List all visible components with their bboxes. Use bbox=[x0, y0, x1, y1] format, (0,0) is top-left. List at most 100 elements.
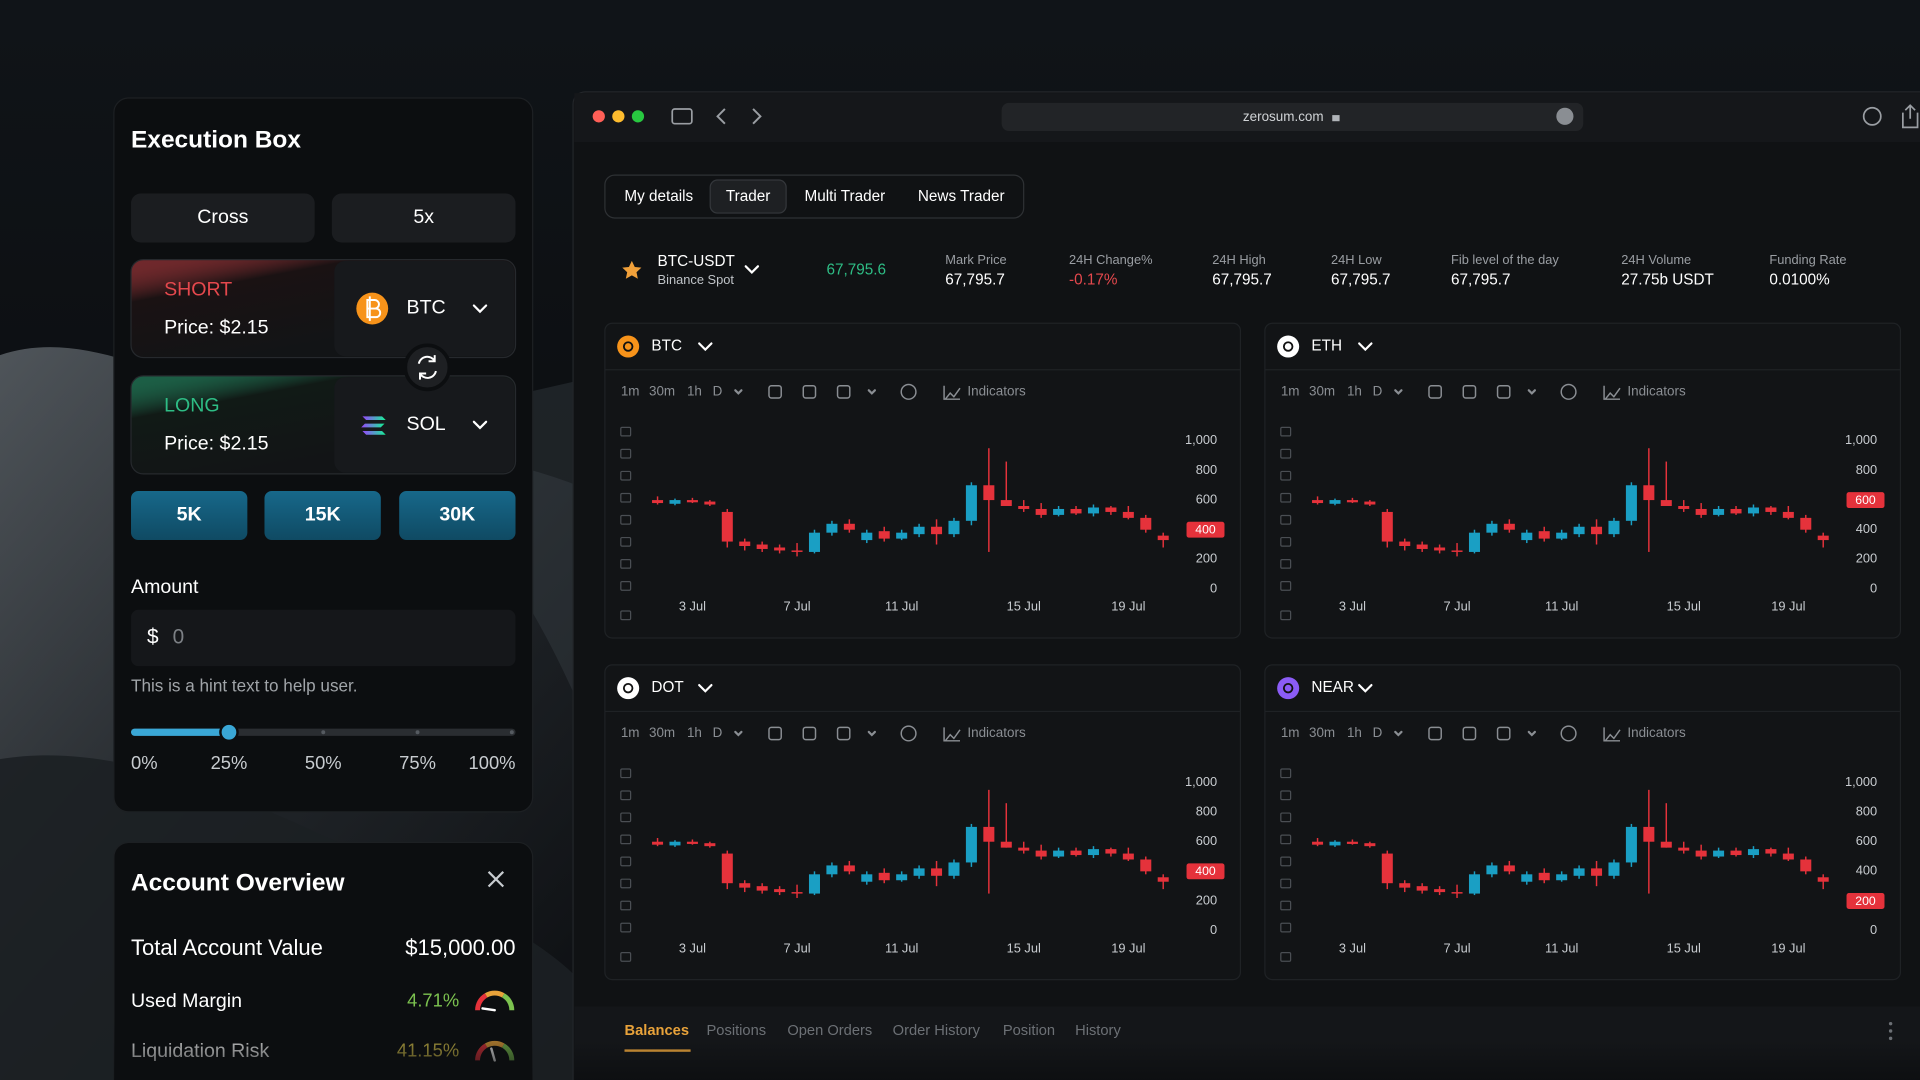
share-icon[interactable] bbox=[1902, 104, 1919, 129]
drawing-tool[interactable] bbox=[1280, 536, 1292, 547]
tab-label[interactable]: News Trader bbox=[918, 188, 1005, 205]
drawing-tool[interactable] bbox=[1280, 856, 1292, 867]
tab-label[interactable]: Trader bbox=[726, 188, 771, 205]
timeframe-button[interactable]: D bbox=[1373, 383, 1383, 398]
url-bar[interactable] bbox=[1001, 102, 1584, 132]
timeframe-button[interactable]: 1h bbox=[1347, 383, 1362, 398]
tool-icon[interactable] bbox=[1428, 726, 1442, 741]
bottom-tab[interactable]: Balances bbox=[624, 1023, 689, 1039]
drawing-tool[interactable] bbox=[620, 536, 632, 547]
add-icon[interactable] bbox=[1560, 725, 1577, 742]
more-icon[interactable] bbox=[1556, 107, 1574, 125]
preset-label[interactable]: 30K bbox=[439, 504, 475, 526]
drawing-tool[interactable] bbox=[620, 426, 632, 437]
tool-icon[interactable] bbox=[1462, 384, 1477, 399]
bottom-tab[interactable]: Position bbox=[1003, 1023, 1055, 1039]
tool-icon[interactable] bbox=[836, 726, 851, 741]
drawing-tool[interactable] bbox=[620, 492, 632, 503]
drawing-tool[interactable] bbox=[620, 812, 632, 823]
drawing-tool[interactable] bbox=[1280, 768, 1292, 779]
drawing-tool[interactable] bbox=[1280, 790, 1292, 801]
tool-icon[interactable] bbox=[1496, 726, 1511, 741]
drawing-tool[interactable] bbox=[620, 856, 632, 867]
tool-icon[interactable] bbox=[802, 384, 817, 399]
window-control[interactable] bbox=[592, 110, 605, 123]
toggle-label[interactable]: 5x bbox=[413, 206, 434, 228]
drawing-tool[interactable] bbox=[620, 790, 632, 801]
preset-button[interactable] bbox=[264, 491, 381, 540]
tab-label[interactable]: Multi Trader bbox=[805, 188, 886, 205]
drawing-tool[interactable] bbox=[620, 581, 632, 591]
window-control[interactable] bbox=[631, 110, 645, 123]
toggle-button[interactable] bbox=[331, 193, 516, 243]
bottom-tab[interactable]: Order History bbox=[893, 1023, 981, 1039]
timeframe-button[interactable]: 30m bbox=[649, 725, 675, 740]
tool-icon[interactable] bbox=[768, 384, 782, 399]
bottom-tab[interactable]: Positions bbox=[707, 1023, 767, 1039]
timeframe-button[interactable]: 1m bbox=[1281, 725, 1300, 740]
asset-name[interactable]: ETH bbox=[1311, 338, 1342, 355]
drawing-tool[interactable] bbox=[1280, 492, 1292, 503]
asset-selector[interactable] bbox=[334, 377, 515, 473]
timeframe-button[interactable]: 1h bbox=[1347, 725, 1362, 740]
bottom-tab[interactable]: Open Orders bbox=[787, 1023, 872, 1039]
add-icon[interactable] bbox=[1560, 383, 1577, 400]
tool-icon[interactable] bbox=[802, 726, 817, 741]
drawing-tool[interactable] bbox=[620, 768, 632, 779]
indicators-button[interactable]: Indicators bbox=[967, 383, 1026, 398]
favorite-star[interactable] bbox=[622, 260, 642, 279]
drawing-tool[interactable] bbox=[1280, 834, 1292, 845]
asset-selector[interactable] bbox=[334, 260, 515, 357]
timeframe-button[interactable]: 1m bbox=[621, 725, 640, 740]
timeframe-button[interactable]: 1m bbox=[621, 383, 640, 398]
timeframe-button[interactable]: 1h bbox=[687, 383, 702, 398]
preset-button[interactable] bbox=[399, 491, 516, 540]
timeframe-button[interactable]: D bbox=[713, 725, 723, 740]
swap-button[interactable] bbox=[403, 343, 452, 392]
drawing-tool[interactable] bbox=[620, 610, 632, 621]
amount-input[interactable] bbox=[131, 609, 516, 667]
close-icon[interactable] bbox=[487, 871, 505, 888]
asset-name[interactable]: BTC bbox=[407, 297, 446, 319]
drawing-tool[interactable] bbox=[620, 834, 632, 845]
timeframe-button[interactable]: 30m bbox=[649, 383, 675, 398]
drawing-tool[interactable] bbox=[620, 470, 632, 481]
indicators-button[interactable]: Indicators bbox=[967, 725, 1026, 740]
tool-icon[interactable] bbox=[768, 726, 782, 741]
download-icon[interactable] bbox=[1862, 106, 1882, 126]
timeframe-button[interactable]: D bbox=[713, 383, 723, 398]
drawing-tool[interactable] bbox=[1280, 581, 1292, 591]
bottom-tab[interactable]: History bbox=[1075, 1023, 1121, 1039]
toggle-button[interactable] bbox=[131, 193, 315, 243]
timeframe-button[interactable]: 30m bbox=[1309, 383, 1335, 398]
add-icon[interactable] bbox=[900, 725, 917, 742]
tool-icon[interactable] bbox=[1428, 384, 1442, 399]
tool-icon[interactable] bbox=[1462, 726, 1477, 741]
timeframe-button[interactable]: D bbox=[1373, 725, 1383, 740]
drawing-tool[interactable] bbox=[1280, 426, 1292, 437]
asset-name[interactable]: BTC bbox=[651, 338, 682, 355]
drawing-tool[interactable] bbox=[1280, 470, 1292, 481]
drawing-tool[interactable] bbox=[620, 922, 632, 933]
add-icon[interactable] bbox=[900, 383, 917, 400]
timeframe-button[interactable]: 1m bbox=[1281, 383, 1300, 398]
drawing-tool[interactable] bbox=[620, 558, 632, 569]
drawing-tool[interactable] bbox=[620, 514, 632, 525]
drawing-tool[interactable] bbox=[1280, 448, 1292, 459]
back-icon[interactable] bbox=[716, 108, 726, 125]
asset-name[interactable]: DOT bbox=[651, 679, 683, 696]
tab-label[interactable]: My details bbox=[624, 188, 693, 205]
tool-icon[interactable] bbox=[836, 384, 851, 399]
drawing-tool[interactable] bbox=[620, 952, 632, 962]
asset-name[interactable]: NEAR bbox=[1311, 679, 1354, 696]
indicators-button[interactable]: Indicators bbox=[1627, 383, 1686, 398]
drawing-tool[interactable] bbox=[1280, 922, 1292, 933]
slider-knob[interactable] bbox=[219, 722, 239, 743]
drawing-tool[interactable] bbox=[1280, 900, 1292, 911]
drawing-tool[interactable] bbox=[620, 448, 632, 459]
sidebar-icon[interactable] bbox=[671, 108, 693, 125]
drawing-tool[interactable] bbox=[1280, 812, 1292, 823]
indicators-button[interactable]: Indicators bbox=[1627, 725, 1686, 740]
toggle-label[interactable]: Cross bbox=[197, 206, 248, 228]
drawing-tool[interactable] bbox=[620, 900, 632, 911]
